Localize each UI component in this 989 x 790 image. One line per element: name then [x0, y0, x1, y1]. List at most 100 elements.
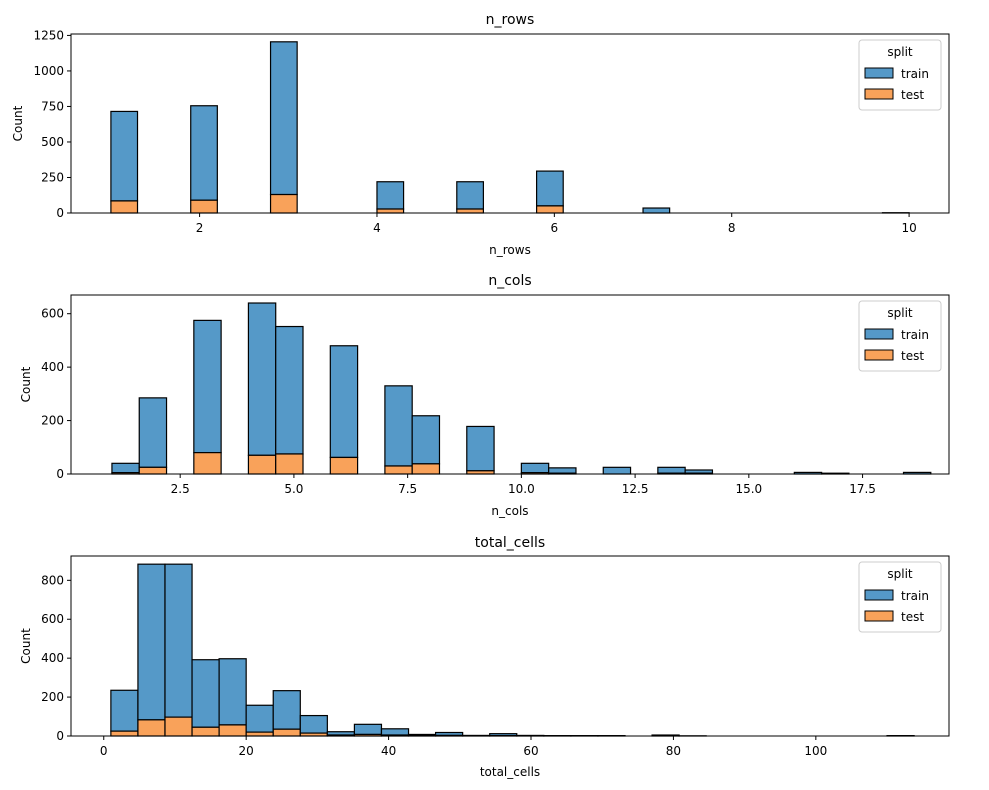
y-tick-label: 400 [41, 651, 64, 665]
x-tick-label: 10 [901, 221, 916, 235]
chart-panel-total_cells: total_cells 0 20 40 60 80 100 0 200 400 600 800 tota… [19, 535, 950, 779]
legend-label-test: test [901, 88, 924, 102]
bar-test-3 [376, 208, 405, 214]
bars [111, 302, 932, 475]
x-axis-label: total_cells [480, 765, 540, 779]
chart-title: n_cols [488, 273, 531, 289]
y-tick-label: 0 [56, 729, 64, 743]
bar-train-6 [642, 207, 671, 214]
y-tick-label: 200 [41, 414, 64, 428]
bar-train-6 [384, 385, 413, 467]
y-tick-label: 800 [41, 573, 64, 587]
y-axis-label: Count [11, 105, 25, 141]
legend-swatch-test [864, 610, 894, 622]
legend-swatch-test [864, 349, 894, 361]
x-tick-label: 4 [373, 221, 381, 235]
x-tick-label: 17.5 [849, 482, 876, 496]
bar-train-4 [275, 325, 304, 455]
bar-train-7 [411, 415, 441, 465]
bar-train-0 [110, 689, 139, 732]
bar-train-10 [548, 467, 577, 474]
bar-test-5 [329, 456, 359, 475]
y-tick-label: 1000 [33, 64, 64, 78]
bar-train-1 [137, 563, 166, 721]
x-tick-label: 100 [804, 744, 827, 758]
bar-test-1 [137, 719, 166, 737]
bar-train-4 [456, 181, 484, 210]
bar-train-9 [353, 723, 383, 736]
legend-title: split [887, 45, 913, 59]
legend: split train test [858, 39, 942, 111]
bar-train-1 [138, 397, 168, 468]
bar-train-5 [329, 345, 359, 459]
bar-test-7 [411, 463, 441, 475]
bar-test-5 [536, 205, 564, 214]
chart-panel-n_rows: n_rows 2 4 6 8 10 0 250 500 750 1000 1250 n_rows Coun… [11, 12, 950, 257]
y-tick-label: 0 [56, 206, 64, 220]
bars [110, 41, 910, 214]
y-axis-label: Count [19, 366, 33, 402]
bar-train-2 [164, 563, 193, 718]
y-tick-label: 0 [56, 467, 64, 481]
bar-train-9 [520, 462, 550, 474]
x-tick-label: 20 [239, 744, 254, 758]
x-tick-label: 15.0 [735, 482, 762, 496]
legend-swatch-test [864, 88, 894, 100]
bar-train-0 [111, 462, 140, 474]
axes-frame [70, 294, 950, 475]
bar-test-1 [190, 199, 218, 214]
bars [110, 563, 915, 737]
y-tick-label: 200 [41, 690, 64, 704]
x-tick-label: 6 [551, 221, 559, 235]
x-tick-label: 7.5 [398, 482, 417, 496]
x-tick-label: 0 [100, 744, 108, 758]
x-axis-label: n_cols [491, 504, 528, 518]
bar-test-1 [138, 466, 168, 475]
x-tick-label: 8 [728, 221, 736, 235]
legend-label-train: train [901, 328, 929, 342]
legend: split train test [858, 561, 942, 633]
legend-label-train: train [901, 589, 929, 603]
y-tick-label: 250 [41, 170, 64, 184]
bar-train-2 [193, 319, 222, 454]
legend-label-test: test [901, 610, 924, 624]
chart-title: total_cells [475, 535, 545, 551]
y-axis-label: Count [19, 628, 33, 664]
axes-frame [70, 33, 950, 214]
x-tick-label: 2 [196, 221, 204, 235]
chart-title: n_rows [486, 12, 535, 28]
y-tick-label: 400 [41, 360, 64, 374]
bar-test-4 [275, 453, 304, 475]
bar-train-3 [191, 659, 220, 728]
legend-title: split [887, 567, 913, 581]
x-tick-label: 10.0 [508, 482, 535, 496]
bar-test-4 [218, 724, 247, 737]
bar-test-3 [247, 454, 277, 475]
y-tick-label: 500 [41, 135, 64, 149]
bar-train-6 [272, 690, 301, 730]
bar-train-5 [536, 170, 564, 207]
y-tick-label: 600 [41, 612, 64, 626]
bar-train-3 [247, 302, 277, 456]
bar-test-5 [245, 731, 274, 737]
legend-label-test: test [901, 349, 924, 363]
x-axis-label: n_rows [489, 243, 531, 257]
y-tick-label: 1250 [33, 28, 64, 42]
bar-test-3 [191, 726, 220, 737]
bar-test-2 [164, 716, 193, 737]
x-tick-label: 5.0 [284, 482, 303, 496]
legend-title: split [887, 306, 913, 320]
legend-swatch-train [864, 328, 894, 340]
x-tick-label: 80 [666, 744, 681, 758]
bar-test-6 [384, 465, 413, 475]
bar-train-0 [110, 110, 139, 202]
legend-swatch-train [864, 589, 894, 601]
x-tick-label: 60 [523, 744, 538, 758]
bar-train-7 [299, 714, 328, 734]
x-tick-label: 40 [381, 744, 396, 758]
bar-test-2 [193, 452, 222, 475]
y-tick-label: 750 [41, 99, 64, 113]
axes-frame [70, 555, 950, 737]
bar-train-12 [657, 466, 686, 474]
